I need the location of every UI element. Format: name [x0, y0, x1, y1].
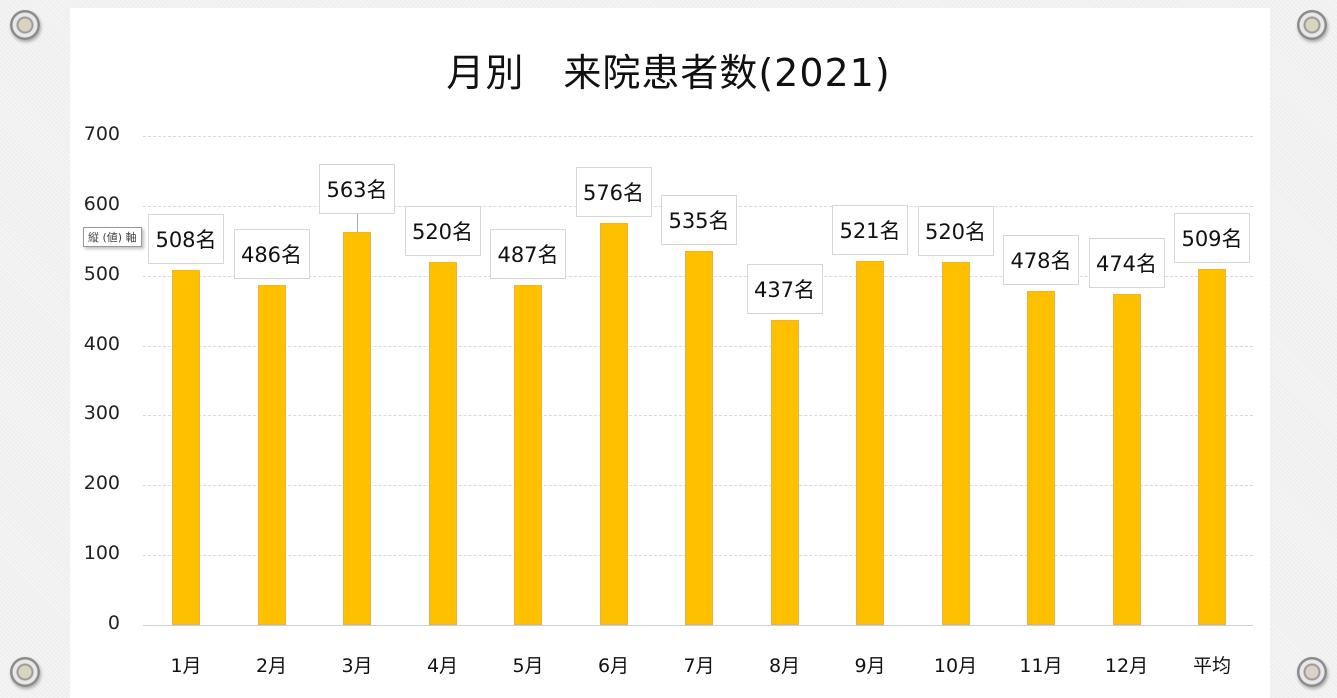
data-label[interactable]: 535名	[661, 195, 737, 246]
data-label[interactable]: 487名	[490, 228, 566, 279]
bar[interactable]	[343, 231, 371, 625]
grommet-icon	[10, 657, 40, 687]
data-label[interactable]: 486名	[233, 229, 310, 280]
x-tick-label: 10月	[933, 655, 978, 677]
x-tick-label: 1月	[170, 655, 202, 677]
bar[interactable]	[856, 261, 884, 625]
x-tick-label: 11月	[1019, 655, 1063, 677]
bar[interactable]	[1112, 293, 1141, 625]
x-tick-label: 2月	[255, 655, 288, 677]
x-tick-label: 平均	[1192, 655, 1231, 677]
data-label[interactable]: 508名	[148, 214, 224, 265]
x-tick-label: 4月	[426, 655, 459, 677]
data-label[interactable]: 576名	[575, 166, 652, 217]
x-tick-label: 3月	[341, 655, 373, 677]
bar[interactable]	[172, 270, 200, 625]
grommet-icon	[1297, 657, 1327, 687]
x-tick-label: 8月	[768, 655, 801, 677]
data-label[interactable]: 437名	[746, 263, 823, 314]
data-label[interactable]: 474名	[1088, 237, 1165, 288]
y-tick-label: 300	[83, 402, 120, 425]
data-label[interactable]: 509名	[1174, 213, 1250, 264]
y-tick-label: 700	[83, 123, 120, 145]
bar[interactable]	[257, 285, 286, 625]
label-leader-line	[357, 214, 358, 232]
x-tick-label: 9月	[854, 655, 886, 677]
x-tick-label: 6月	[597, 655, 630, 677]
bar[interactable]	[685, 251, 713, 625]
chart-area[interactable]	[70, 8, 1270, 698]
chart-title[interactable]: 月別 来院患者数(2021)	[446, 51, 891, 95]
data-label[interactable]: 563名	[319, 163, 395, 214]
gridline	[143, 136, 1253, 137]
bar[interactable]	[599, 222, 628, 625]
data-label[interactable]: 520名	[404, 205, 481, 256]
y-tick-label: 0	[107, 612, 120, 634]
bar[interactable]	[428, 261, 457, 625]
y-tick-label: 400	[83, 332, 120, 355]
x-tick-label: 7月	[683, 655, 715, 677]
y-tick-label: 600	[83, 192, 120, 215]
bar[interactable]	[1198, 269, 1226, 625]
bar[interactable]	[770, 319, 799, 625]
data-label[interactable]: 520名	[917, 205, 994, 256]
bar[interactable]	[1027, 291, 1055, 625]
grommet-icon	[1297, 10, 1327, 40]
y-tick-label: 100	[83, 542, 120, 565]
grommet-icon	[10, 10, 40, 40]
x-tick-label: 12月	[1104, 655, 1149, 677]
y-tick-label: 500	[83, 262, 120, 285]
bar[interactable]	[514, 284, 542, 625]
data-label[interactable]: 478名	[1003, 235, 1079, 286]
y-tick-label: 200	[83, 472, 120, 495]
x-tick-label: 5月	[512, 655, 544, 677]
data-label[interactable]: 521名	[832, 205, 908, 256]
axis-tooltip: 縦 (値) 軸	[83, 227, 142, 247]
x-axis-line	[143, 625, 1253, 626]
bar[interactable]	[941, 261, 970, 625]
